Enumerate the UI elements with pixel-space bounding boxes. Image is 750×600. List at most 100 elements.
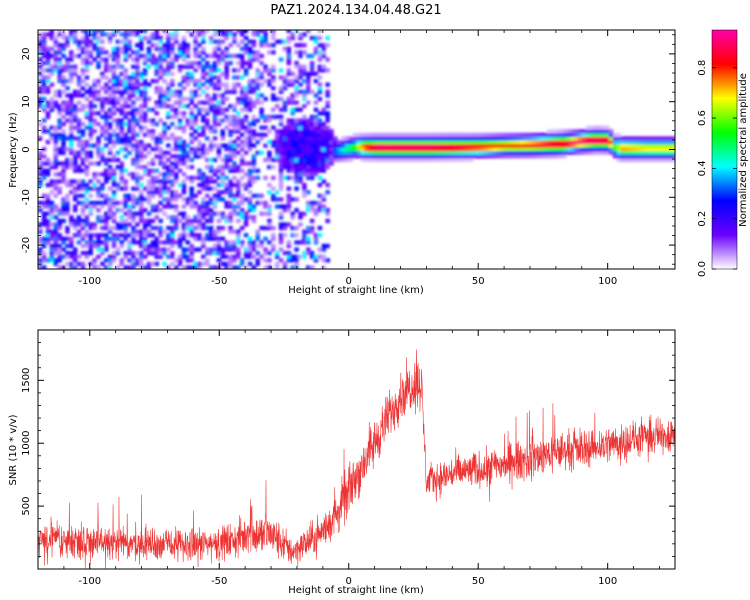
spectrogram-cell: [403, 132, 408, 137]
spectrogram-cell: [80, 132, 86, 137]
spectrogram-cell: [216, 190, 222, 195]
spectrogram-cell: [135, 96, 140, 102]
spectrogram-cell: [135, 172, 140, 177]
spectrogram-cell: [504, 154, 509, 159]
spectrogram-cell: [177, 233, 183, 238]
spectrogram-cell: [247, 39, 253, 44]
spectrogram-cell: [158, 190, 163, 195]
spectrogram-cell: [239, 200, 245, 206]
spectrogram-cell: [216, 168, 222, 173]
spectrogram-cell: [539, 147, 544, 152]
spectrogram-cell: [406, 136, 412, 141]
spectrogram-cell: [193, 50, 198, 55]
spectrogram-cell: [239, 157, 245, 163]
spectrogram-cell: [441, 139, 447, 145]
spectrogram-cell: [131, 197, 136, 202]
spectrogram-cell: [251, 104, 257, 109]
spectrogram-cell: [414, 154, 420, 159]
spectrogram-cell: [138, 75, 144, 80]
spectrogram-cell: [228, 211, 233, 216]
spectrogram-cell: [306, 165, 311, 170]
spectrogram-cell: [290, 168, 295, 173]
spectrogram-cell: [72, 179, 78, 184]
spectrogram-cell: [255, 251, 260, 256]
spectrogram-cell: [177, 68, 183, 73]
spectrogram-cell: [111, 143, 117, 148]
spectrogram-cell: [197, 208, 202, 213]
spectrogram-cell: [193, 43, 198, 48]
spectrogram-cell: [294, 161, 299, 166]
spectrogram-cell: [100, 125, 105, 130]
spectrogram-cell: [181, 254, 187, 259]
spectrogram-cell: [236, 111, 241, 116]
spectrogram-cell: [65, 118, 70, 123]
spectrogram-cell: [170, 32, 175, 37]
spectrogram-cell: [383, 147, 389, 152]
spectrogram-cell: [542, 132, 548, 137]
spectrogram-cell: [325, 100, 330, 105]
spectrogram-cell: [154, 236, 159, 241]
spectrogram-cell: [154, 136, 159, 141]
spectrogram-cell: [146, 150, 152, 155]
spectrogram-cell: [247, 143, 253, 148]
spectrogram-cell: [41, 251, 47, 256]
spectrogram-cell: [608, 150, 614, 155]
spectrogram-cell: [313, 208, 319, 213]
spectrogram-cell: [185, 225, 191, 231]
spectrogram-cell: [131, 218, 136, 223]
spectrogram-cell: [84, 157, 90, 163]
spectrogram-cell: [53, 50, 59, 55]
spectrogram-cell: [278, 168, 284, 173]
spectrogram-cell: [158, 179, 163, 184]
spectrogram-cell: [173, 147, 179, 152]
spectrogram-cell: [340, 143, 346, 148]
spectrogram-cell: [88, 86, 93, 91]
spectrogram-cell: [290, 79, 295, 84]
spectrogram-cell: [189, 107, 194, 112]
spectrogram-cell: [216, 57, 222, 62]
spectrogram-cell: [80, 71, 86, 77]
spectrogram-cell: [216, 243, 222, 249]
spectrogram-cell: [368, 136, 373, 141]
spectrogram-cell: [236, 125, 241, 130]
spectrogram-cell: [228, 265, 233, 269]
spectrogram-cell: [111, 258, 117, 263]
spectrogram-cell: [166, 43, 171, 48]
spectrogram-cell: [123, 265, 128, 269]
spectrogram-cell: [181, 86, 187, 91]
spectrogram-cell: [197, 222, 202, 227]
spectrogram-cell: [135, 82, 140, 87]
spectrogram-cell: [263, 35, 268, 41]
spectrogram-cell: [131, 157, 136, 163]
spectrogram-cell: [620, 150, 626, 155]
spectrogram-cell: [577, 139, 583, 145]
spectrogram-cell: [173, 53, 179, 59]
spectrogram-cell: [61, 179, 66, 184]
spectrogram-cell: [49, 35, 55, 41]
spectrogram-cell: [457, 157, 462, 163]
spectrogram-cell: [88, 247, 93, 252]
spectrogram-cell: [313, 161, 319, 166]
spectrogram-cell: [585, 125, 591, 130]
spectrogram-cell: [263, 68, 268, 73]
spectrogram-cell: [422, 143, 428, 148]
spectrogram-cell: [38, 182, 43, 188]
spectrogram-cell: [170, 93, 175, 98]
spectrogram-cell: [364, 157, 369, 163]
spectrogram-cell: [282, 161, 288, 166]
spectrogram-cell: [212, 61, 218, 66]
spectrogram-cell: [107, 136, 113, 141]
spectrogram-cell: [298, 136, 303, 141]
spectrogram-cell: [636, 139, 641, 145]
spectrogram-cell: [255, 233, 260, 238]
spectrogram-cell: [282, 82, 288, 87]
spectrogram-cell: [216, 39, 222, 44]
spectrogram-cell: [111, 182, 117, 188]
spectrogram-cell: [620, 136, 626, 141]
spectrogram-cell: [173, 172, 179, 177]
spectrogram-cell: [317, 50, 323, 55]
spectrogram-cell: [69, 32, 74, 37]
spectrogram-cell: [232, 122, 237, 127]
spectrogram-cell: [527, 139, 532, 145]
spectrogram-cell: [290, 122, 295, 127]
